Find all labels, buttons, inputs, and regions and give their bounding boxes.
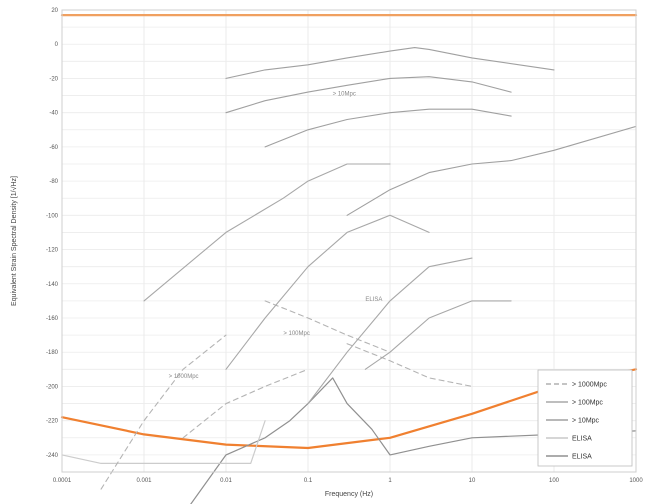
y-tick-label: -220 [46, 419, 59, 425]
annotation-label: > 1000Mpc [169, 374, 199, 380]
y-tick-label: 20 [51, 8, 58, 14]
plot-frame [61, 9, 637, 473]
series-line [143, 163, 391, 302]
x-tick-label: 0.001 [136, 478, 152, 484]
series-line [346, 125, 637, 216]
x-tick-label: 0.01 [220, 478, 232, 484]
y-tick-label: -80 [49, 179, 58, 185]
series-line [61, 420, 266, 464]
legend-label: ELISA [572, 454, 592, 461]
series-line [190, 377, 637, 504]
y-tick-label: -200 [46, 384, 59, 390]
series-line [346, 343, 473, 387]
series-line [100, 334, 227, 490]
x-tick-label: 100 [549, 478, 560, 484]
tick-labels: 0.0001 0.001 0.01 0.1 1 10 100 1000-240-220-200… [46, 8, 643, 484]
legend-label: ELISA [572, 436, 592, 443]
series-line [225, 214, 430, 370]
legend-label: > 1000Mpc [572, 382, 607, 389]
series-line [264, 108, 512, 148]
x-axis-title: Frequency (Hz) [325, 491, 373, 498]
series-line [182, 368, 309, 439]
y-tick-label: 0 [55, 42, 59, 48]
y-tick-label: -240 [46, 453, 59, 459]
x-tick-label: 1 [388, 478, 392, 484]
series-line [364, 300, 512, 370]
y-axis-title: Equivalent Strain Spectral Density [1/√H… [10, 176, 18, 306]
x-tick-label: 10 [469, 478, 476, 484]
series-line [225, 47, 555, 79]
annotation-label: > 10Mpc [333, 92, 356, 98]
annotations: > 1000Mpc > 100Mpc > 10Mpc ELISA [169, 92, 383, 380]
annotation-label: > 100Mpc [283, 331, 310, 337]
y-tick-label: -160 [46, 316, 59, 322]
y-tick-label: -60 [49, 145, 58, 151]
legend: > 1000Mpc > 100Mpc > 10Mpc ELISA ELISA [537, 369, 633, 467]
legend-label: > 100Mpc [572, 400, 603, 407]
y-tick-label: -180 [46, 350, 59, 356]
legend-box [537, 369, 633, 467]
y-tick-label: -20 [49, 76, 58, 82]
x-tick-label: 0.0001 [53, 478, 72, 484]
series-line [264, 300, 391, 353]
x-tick-label: 1000 [629, 478, 643, 484]
y-tick-label: -40 [49, 111, 58, 117]
x-tick-label: 0.1 [304, 478, 313, 484]
annotation-label: ELISA [365, 297, 382, 303]
series-line [307, 257, 473, 405]
series-line [225, 76, 512, 114]
legend-label: > 10Mpc [572, 418, 600, 425]
y-tick-label: -100 [46, 213, 59, 219]
y-tick-label: -120 [46, 248, 59, 254]
y-tick-label: -140 [46, 282, 59, 288]
